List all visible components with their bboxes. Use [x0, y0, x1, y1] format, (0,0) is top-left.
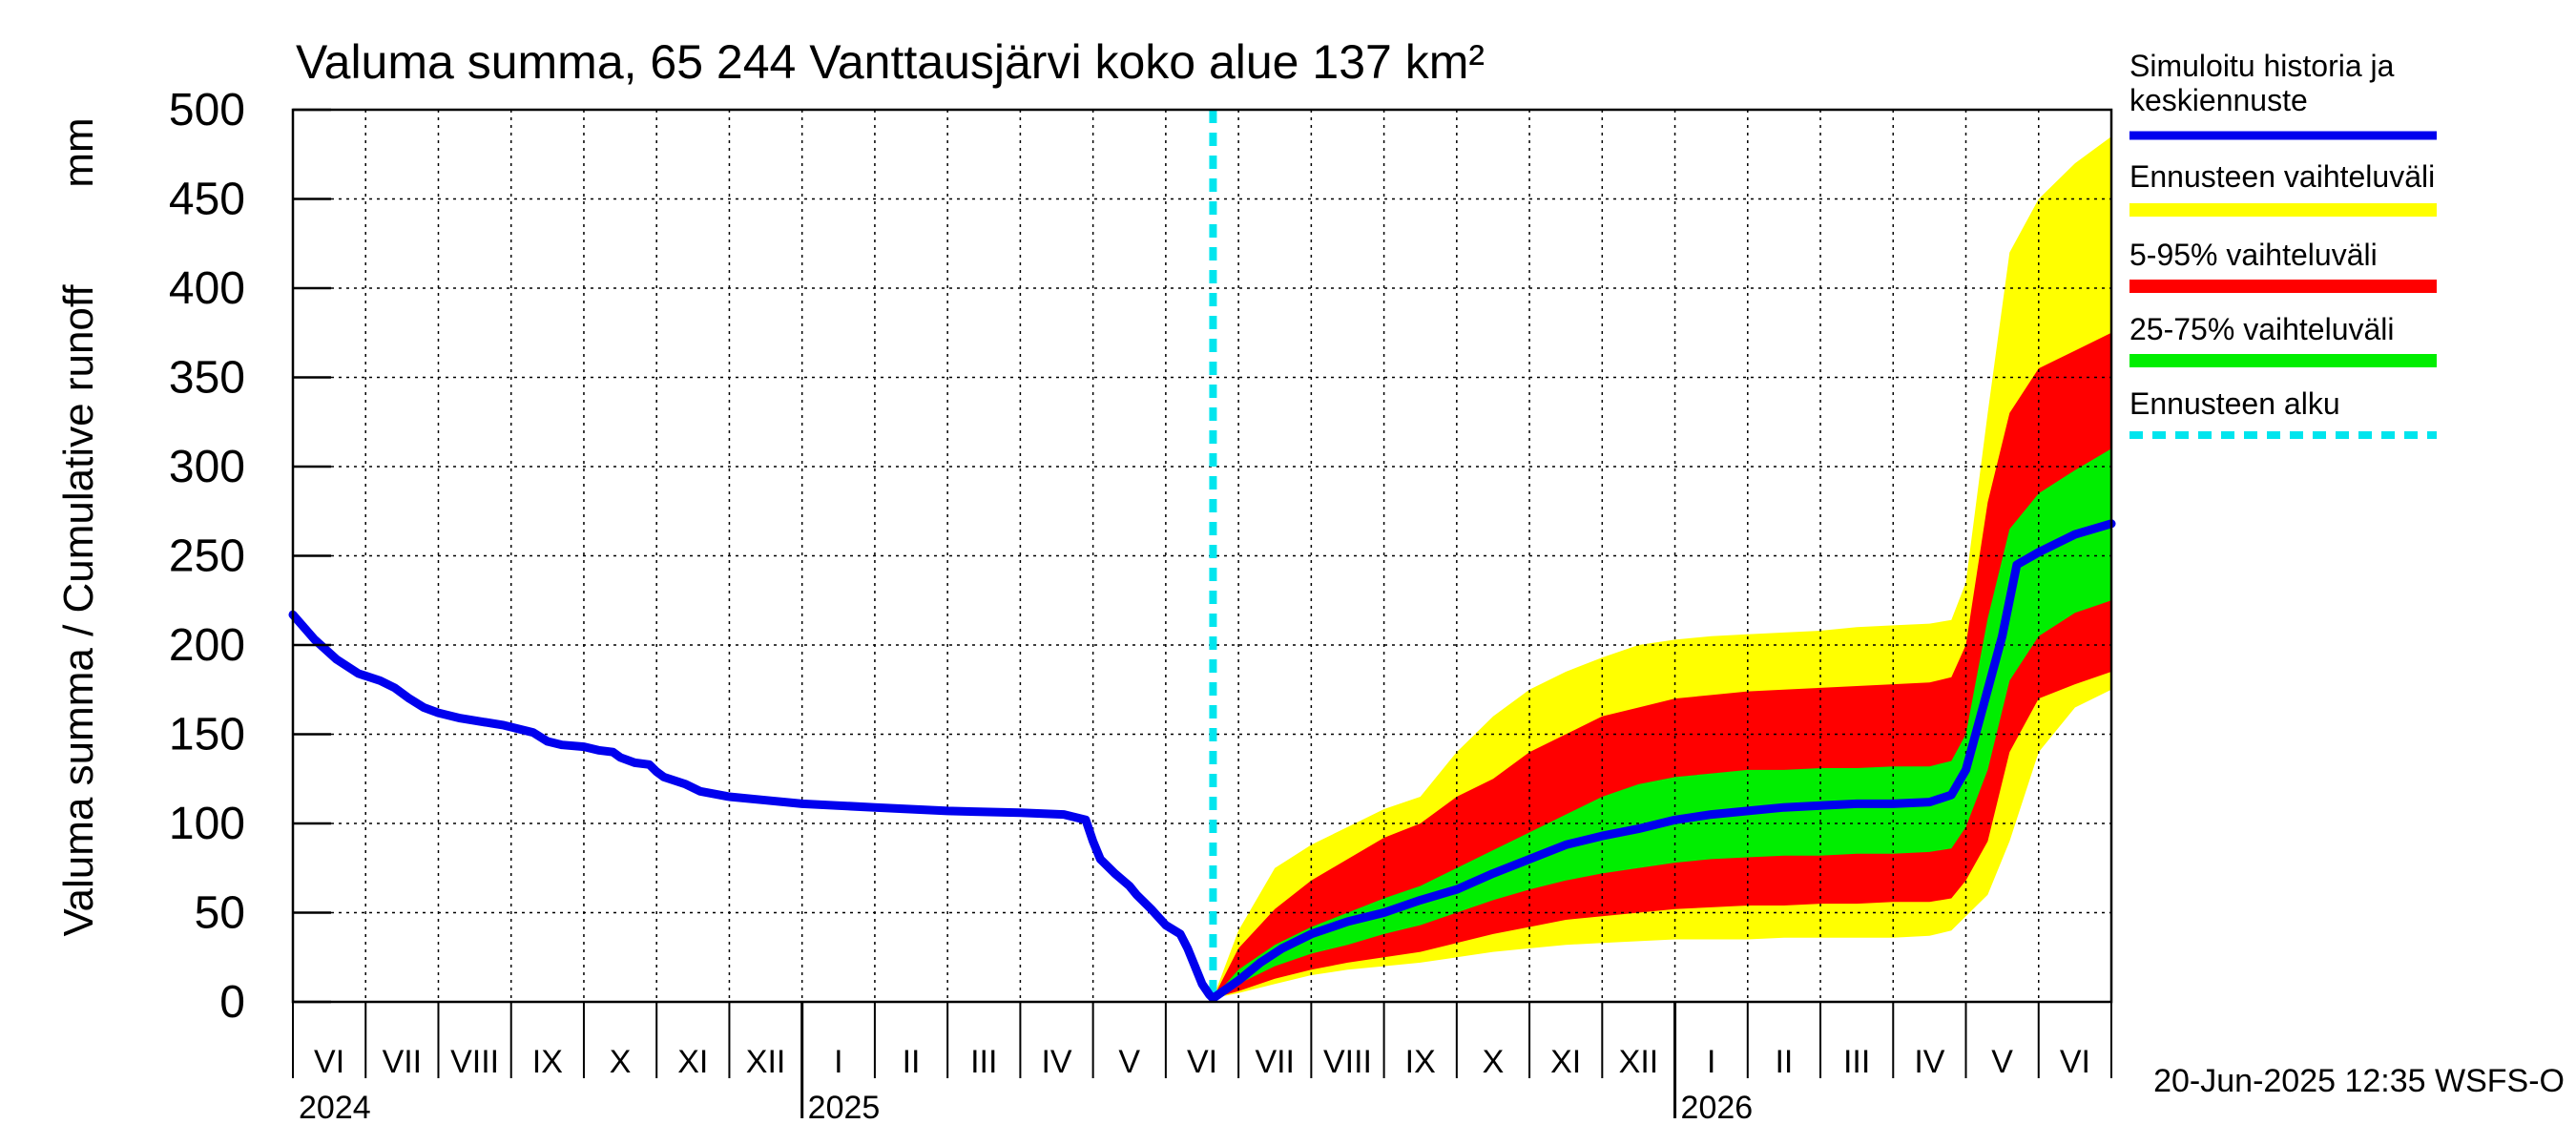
y-tick-label: 50: [195, 888, 245, 939]
legend-label: Ennusteen alku: [2129, 386, 2340, 421]
x-axis: VI VII VIII IX X XI XII I II III IV V VI VII VIII IX X XI…: [292, 1002, 2112, 1126]
timestamp-footer: 20-Jun-2025 12:35 WSFS-O: [2153, 1063, 2565, 1099]
y-tick-label: 300: [169, 442, 245, 492]
x-month-label: I: [834, 1044, 842, 1080]
x-month-label: XI: [1550, 1044, 1581, 1080]
y-tick-label: 350: [169, 353, 245, 404]
chart-title: Valuma summa, 65 244 Vanttausjärvi koko …: [296, 35, 1485, 89]
x-year-label: 2026: [1681, 1090, 1754, 1126]
x-month-label: IX: [1405, 1044, 1436, 1080]
x-month-label: III: [1843, 1044, 1870, 1080]
y-tick-label: 500: [169, 85, 245, 135]
x-month-label: II: [903, 1044, 921, 1080]
forecast-median-line: [1208, 519, 2116, 1003]
legend-label: 5-95% vaihteluväli: [2129, 238, 2378, 272]
x-month-label: I: [1707, 1044, 1715, 1080]
y-axis-unit: mm: [55, 117, 102, 187]
x-month-label: VIII: [1323, 1044, 1372, 1080]
x-month-label: V: [1991, 1044, 2013, 1080]
x-month-label: VI: [1187, 1044, 1217, 1080]
x-month-label: X: [610, 1044, 632, 1080]
legend-label: Ennusteen vaihteluväli: [2129, 159, 2435, 194]
x-month-label: V: [1118, 1044, 1140, 1080]
x-year-label: 2025: [808, 1090, 881, 1126]
x-month-label: VII: [383, 1044, 423, 1080]
x-month-label: X: [1483, 1044, 1505, 1080]
x-month-label: II: [1775, 1044, 1793, 1080]
forecast-bands: [1213, 136, 2111, 999]
x-month-label: XII: [1619, 1044, 1659, 1080]
x-month-label: VIII: [450, 1044, 499, 1080]
x-month-label: XII: [746, 1044, 786, 1080]
data-lines: [288, 110, 2116, 1003]
x-month-label: IV: [1041, 1044, 1071, 1080]
x-month-label: IV: [1914, 1044, 1944, 1080]
y-tick-label: 200: [169, 620, 245, 671]
x-month-label: VI: [314, 1044, 344, 1080]
x-month-label: XI: [677, 1044, 708, 1080]
x-year-label: 2024: [299, 1090, 371, 1126]
y-tick-label: 150: [169, 710, 245, 760]
y-tick-label: 250: [169, 531, 245, 582]
y-tick-label: 0: [219, 977, 245, 1028]
y-tick-label: 100: [169, 799, 245, 849]
y-axis-ticks: 0 50 100 150 200 250 300 350 400 450 500: [169, 85, 331, 1028]
y-tick-label: 450: [169, 175, 245, 225]
x-month-label: III: [970, 1044, 997, 1080]
y-tick-label: 400: [169, 263, 245, 314]
x-month-label: VI: [2060, 1044, 2090, 1080]
band-25-75: [1213, 448, 2111, 999]
legend-label: Simuloitu historia ja: [2129, 49, 2395, 83]
x-month-label: VII: [1255, 1044, 1295, 1080]
legend-label: 25-75% vaihteluväli: [2129, 312, 2395, 346]
legend-label: keskiennuste: [2129, 83, 2308, 117]
y-axis-label: Valuma summa / Cumulative runoff: [55, 284, 102, 937]
history-line: [288, 610, 1217, 1003]
x-month-label: IX: [532, 1044, 563, 1080]
